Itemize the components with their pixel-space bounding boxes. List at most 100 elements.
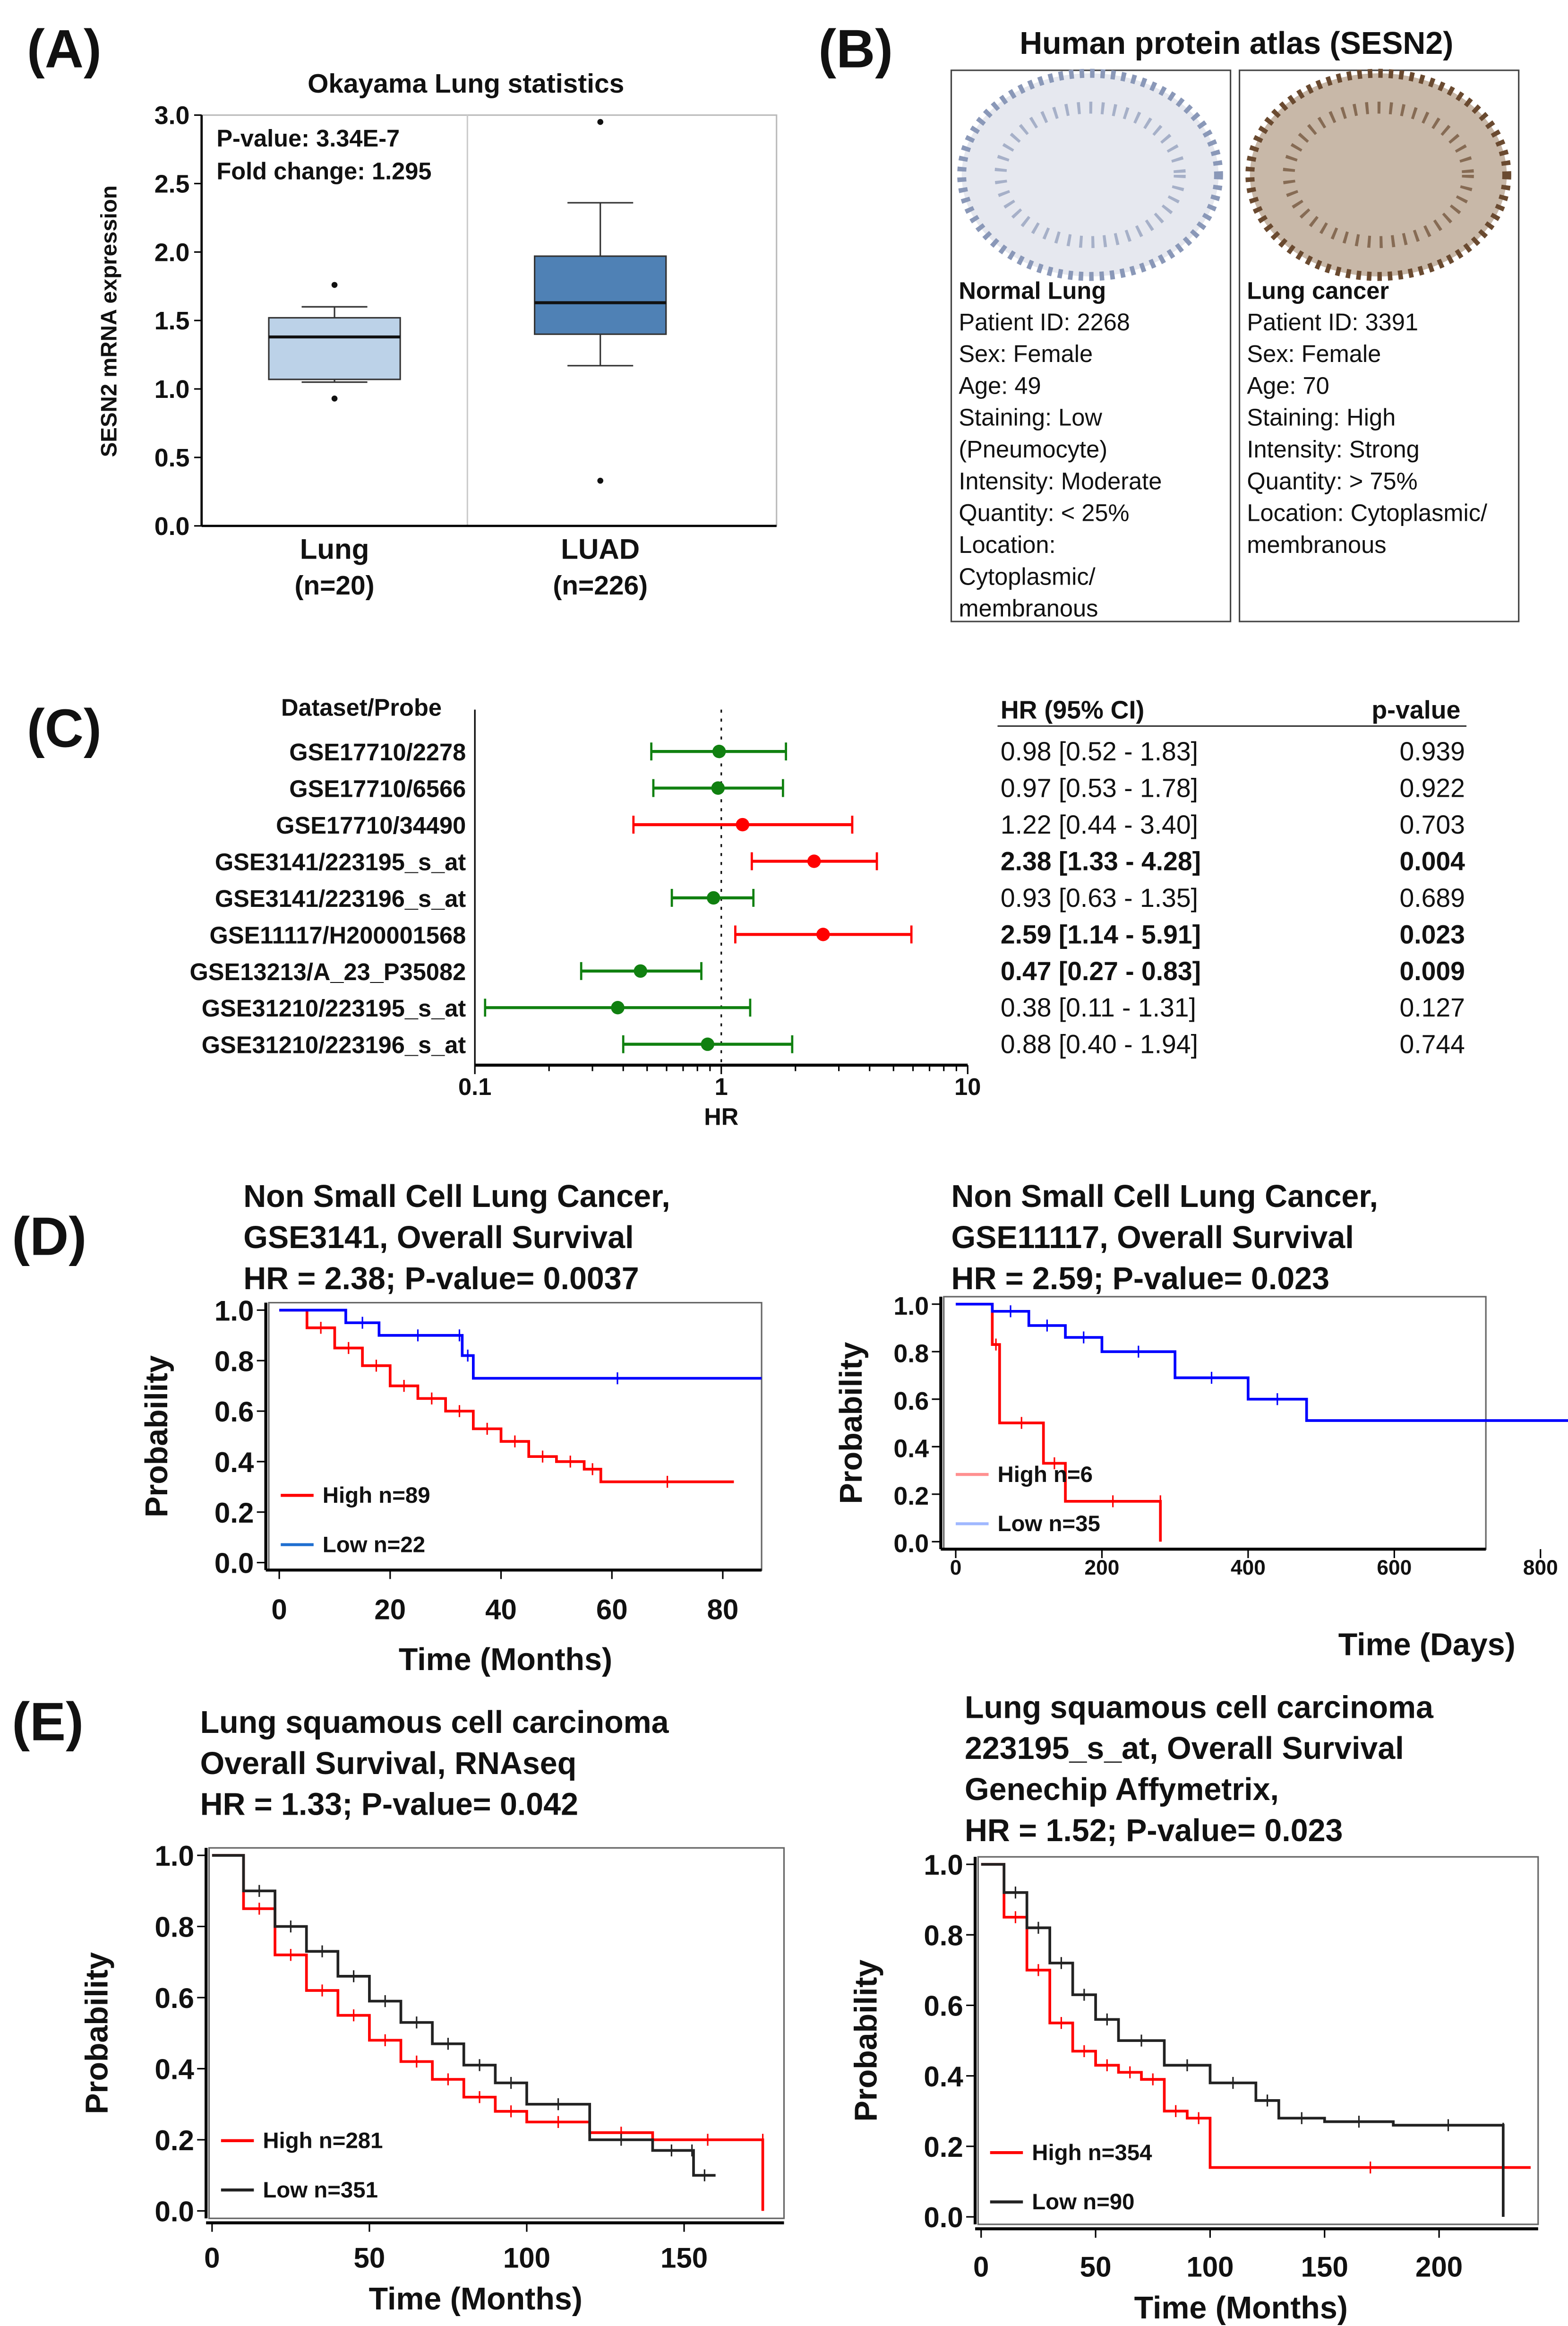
x-tick-label: 80 bbox=[707, 1594, 739, 1626]
x-axis-label: Time (Months) bbox=[369, 2282, 583, 2317]
probe-label: GSE17710/2278 bbox=[289, 739, 466, 766]
hr-point bbox=[736, 818, 750, 832]
x-tick-label: 50 bbox=[1080, 2251, 1112, 2283]
legend-label: Low n=90 bbox=[1032, 2189, 1134, 2214]
card-line: Patient ID: 2268 bbox=[959, 309, 1130, 336]
y-tick-label: 0.8 bbox=[154, 1912, 194, 1943]
y-tick-label: 0.4 bbox=[154, 2054, 194, 2085]
y-axis-label: SESN2 mRNA expression bbox=[97, 185, 122, 457]
y-tick-label: 0.6 bbox=[893, 1387, 929, 1415]
x-tick-label: 150 bbox=[1301, 2251, 1348, 2283]
y-tick-label: 1.0 bbox=[924, 1849, 963, 1881]
card-line: Location: Cytoplasmic/ bbox=[1247, 500, 1488, 526]
card-heading: Normal Lung bbox=[959, 277, 1106, 304]
y-tick-label: 0.4 bbox=[214, 1447, 254, 1478]
probe-label: GSE17710/6566 bbox=[289, 775, 466, 802]
y-tick-label: 1.0 bbox=[214, 1295, 254, 1327]
probe-label: GSE17710/34490 bbox=[276, 812, 466, 839]
legend-label: High n=354 bbox=[1032, 2140, 1152, 2165]
y-tick-label: 0.6 bbox=[214, 1396, 254, 1428]
p-value: 0.922 bbox=[1400, 774, 1465, 803]
stat-annotation: Fold change: 1.295 bbox=[216, 158, 431, 185]
x-tick-label: 20 bbox=[374, 1594, 406, 1626]
x-axis-label: Time (Days) bbox=[1338, 1628, 1516, 1663]
group-n: (n=226) bbox=[553, 570, 648, 601]
probe-label: GSE31210/223195_s_at bbox=[202, 995, 466, 1022]
card-line: Sex: Female bbox=[959, 340, 1093, 367]
stat-annotation: P-value: 3.34E-7 bbox=[216, 125, 400, 152]
y-tick-label: 0.4 bbox=[893, 1434, 929, 1463]
atlas-title: Human protein atlas (SESN2) bbox=[1020, 26, 1453, 61]
p-value: 0.004 bbox=[1400, 846, 1465, 876]
hr-ci-value: 0.93 [0.63 - 1.35] bbox=[1001, 883, 1198, 913]
survival-curve-low bbox=[279, 1309, 762, 1380]
y-tick-label: 0.2 bbox=[154, 2125, 194, 2156]
hr-point bbox=[634, 964, 647, 978]
plot-frame bbox=[208, 1847, 785, 2219]
y-axis-label: Probability bbox=[80, 1952, 115, 2114]
chart-title-line: HR = 1.52; P-value= 0.023 bbox=[965, 1813, 1343, 1848]
card-line: Cytoplasmic/ bbox=[959, 563, 1096, 590]
hr-ci-value: 0.98 [0.52 - 1.83] bbox=[1001, 737, 1198, 766]
y-axis-label: Probability bbox=[848, 1960, 883, 2122]
legend-label: Low n=35 bbox=[998, 1511, 1100, 1536]
chart-title-line: GSE3141, Overall Survival bbox=[243, 1220, 634, 1255]
survival-curve-low bbox=[212, 1854, 716, 2177]
hr-ci-value: 0.47 [0.27 - 0.83] bbox=[1001, 956, 1201, 986]
hr-point bbox=[712, 744, 726, 758]
y-tick-label: 0.8 bbox=[214, 1345, 254, 1377]
group-n: (n=20) bbox=[294, 570, 374, 601]
hr-ci-value: 1.22 [0.44 - 3.40] bbox=[1001, 810, 1198, 839]
survival-curve-high bbox=[956, 1302, 1162, 1542]
y-axis-label: Probability bbox=[139, 1355, 174, 1517]
y-tick-label: 0.0 bbox=[154, 512, 190, 541]
chart-title-line: HR = 2.38; P-value= 0.0037 bbox=[243, 1261, 639, 1296]
p-value: 0.744 bbox=[1400, 1030, 1465, 1059]
x-tick-label: 0 bbox=[973, 2251, 989, 2283]
p-value: 0.703 bbox=[1400, 810, 1465, 839]
card-line: Sex: Female bbox=[1247, 340, 1381, 367]
card-line: (Pneumocyte) bbox=[959, 436, 1107, 463]
x-tick-label: 40 bbox=[485, 1594, 517, 1626]
x-tick-label: 600 bbox=[1377, 1556, 1412, 1579]
hr-point bbox=[701, 1037, 715, 1051]
chart-title-line: Lung squamous cell carcinoma bbox=[965, 1690, 1434, 1725]
x-tick-label: 10 bbox=[954, 1073, 981, 1100]
survival-curve-high bbox=[279, 1309, 734, 1483]
x-tick-label: 200 bbox=[1415, 2251, 1463, 2283]
legend-label: High n=6 bbox=[998, 1462, 1093, 1487]
y-tick-label: 0.0 bbox=[214, 1548, 254, 1579]
chart-title-line: Lung squamous cell carcinoma bbox=[200, 1705, 669, 1740]
y-tick-label: 0.8 bbox=[924, 1920, 963, 1951]
x-tick-label: 400 bbox=[1231, 1556, 1266, 1579]
hr-point bbox=[707, 891, 720, 905]
y-axis-label: Probability bbox=[834, 1342, 869, 1504]
box-lung bbox=[268, 317, 401, 380]
outlier-point bbox=[597, 119, 604, 125]
probe-label: GSE11117/H200001568 bbox=[210, 922, 466, 948]
chart-title-line: HR = 2.59; P-value= 0.023 bbox=[951, 1261, 1329, 1296]
y-tick-label: 0.5 bbox=[154, 444, 190, 472]
x-tick-label: 0 bbox=[204, 2242, 220, 2274]
probe-label: GSE3141/223195_s_at bbox=[215, 848, 466, 875]
x-tick-label: 50 bbox=[354, 2242, 386, 2274]
y-tick-label: 0.2 bbox=[924, 2131, 963, 2163]
y-tick-label: 0.6 bbox=[924, 1990, 963, 2022]
group-label: LUAD bbox=[561, 533, 640, 565]
panel-label: (D) bbox=[12, 1206, 86, 1266]
panel-label: (A) bbox=[27, 19, 102, 79]
y-tick-label: 2.5 bbox=[154, 170, 190, 198]
box-luad bbox=[534, 255, 667, 335]
tissue-texture bbox=[994, 102, 1186, 248]
hr-point bbox=[807, 854, 821, 868]
panel-label: (E) bbox=[12, 1692, 84, 1752]
y-tick-label: 2.0 bbox=[154, 238, 190, 267]
x-tick-label: 0 bbox=[950, 1556, 962, 1579]
chart-title-line: Overall Survival, RNAseq bbox=[200, 1746, 577, 1781]
card-line: Staining: High bbox=[1247, 404, 1396, 431]
panel-label: (C) bbox=[27, 699, 102, 759]
chart-title: Okayama Lung statistics bbox=[308, 69, 624, 99]
p-value: 0.127 bbox=[1400, 993, 1465, 1022]
card-heading: Lung cancer bbox=[1247, 277, 1389, 304]
